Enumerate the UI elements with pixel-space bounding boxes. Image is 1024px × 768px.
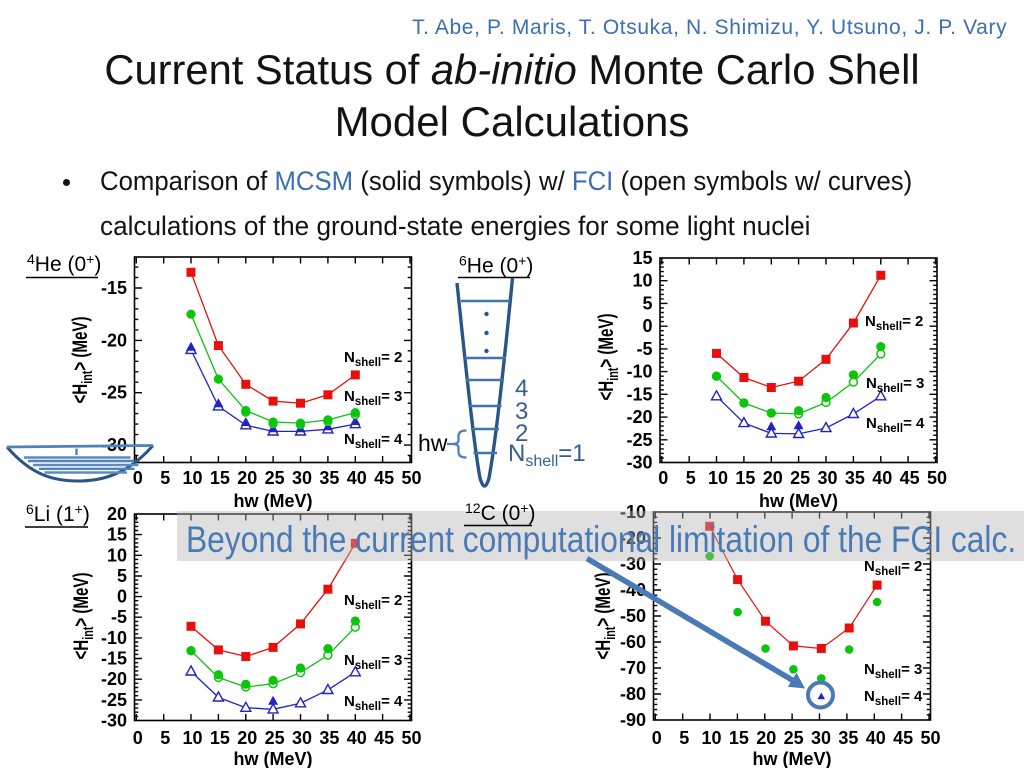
svg-text:0: 0 [133,728,143,748]
svg-text:20: 20 [756,728,776,748]
svg-text:-30: -30 [101,711,127,731]
svg-text:20: 20 [107,504,127,524]
svg-text:15: 15 [729,728,749,748]
svg-text:35: 35 [319,728,339,748]
svg-text:10: 10 [182,728,202,748]
svg-text:10: 10 [701,728,721,748]
svg-text:40: 40 [347,728,367,748]
svg-text:hw (MeV): hw (MeV) [234,491,313,511]
svg-text:-90: -90 [620,710,646,730]
svg-text:-20: -20 [101,669,127,689]
svg-text:10: 10 [632,271,652,291]
svg-text:-20: -20 [620,528,646,548]
svg-text:10: 10 [107,545,127,565]
svg-text:-60: -60 [620,632,646,652]
svg-text:<Hint> (MeV): <Hint> (MeV) [67,316,95,403]
svg-text:-5: -5 [636,339,652,359]
svg-text:35: 35 [845,468,865,488]
svg-text:45: 45 [893,728,913,748]
svg-text:15: 15 [210,468,230,488]
svg-text:25: 25 [790,468,810,488]
svg-text:0: 0 [652,728,662,748]
svg-text:10: 10 [182,468,202,488]
svg-text:30: 30 [292,468,312,488]
svg-text:40: 40 [347,468,367,488]
svg-text:-25: -25 [626,430,652,450]
svg-text:6Li (1+): 6Li (1+) [26,501,90,526]
svg-text:hw: hw [418,430,448,456]
svg-text:<Hint> (MeV): <Hint> (MeV) [590,572,618,659]
svg-text:5: 5 [679,728,689,748]
svg-text:15: 15 [632,248,652,268]
svg-text:<Hint> (MeV): <Hint> (MeV) [593,313,621,400]
svg-text:-20: -20 [101,330,127,350]
svg-text:20: 20 [237,728,257,748]
svg-text:45: 45 [374,468,394,488]
svg-text:-50: -50 [620,606,646,626]
svg-text:25: 25 [784,728,804,748]
svg-text:30: 30 [817,468,837,488]
svg-text:30: 30 [811,728,831,748]
svg-text:30: 30 [292,728,312,748]
svg-text:2: 2 [515,420,528,447]
svg-text:5: 5 [160,728,170,748]
svg-text:45: 45 [900,468,920,488]
svg-text:0: 0 [658,468,668,488]
svg-text:-10: -10 [626,362,652,382]
svg-text:<Hint> (MeV): <Hint> (MeV) [68,572,96,659]
svg-text:hw (MeV): hw (MeV) [234,749,313,768]
svg-text:-70: -70 [620,658,646,678]
svg-text:35: 35 [838,728,858,748]
svg-text:25: 25 [265,468,285,488]
svg-text:-5: -5 [111,607,127,627]
svg-text:-15: -15 [626,384,652,404]
svg-text:5: 5 [686,468,696,488]
svg-text:5: 5 [642,293,652,313]
svg-text:3: 3 [515,398,528,425]
svg-text:5: 5 [117,566,127,586]
svg-text:15: 15 [735,468,755,488]
svg-text:4: 4 [515,375,528,402]
svg-text:-80: -80 [620,684,646,704]
svg-text:12C (0+): 12C (0+) [465,500,535,525]
svg-text:-30: -30 [620,554,646,574]
svg-text:40: 40 [872,468,892,488]
svg-text:50: 50 [927,468,947,488]
svg-text:20: 20 [763,468,783,488]
svg-text:-30: -30 [626,453,652,473]
svg-text:0: 0 [133,468,143,488]
svg-text:-10: -10 [101,628,127,648]
svg-text:45: 45 [374,728,394,748]
svg-text:6He (0+): 6He (0+) [459,253,533,278]
svg-text:0: 0 [117,587,127,607]
svg-text:35: 35 [319,468,339,488]
svg-text:50: 50 [401,468,421,488]
svg-text:Nshell= 3: Nshell= 3 [344,388,402,408]
svg-text:-25: -25 [101,690,127,710]
svg-text:-20: -20 [626,407,652,427]
svg-text:4He (0+): 4He (0+) [27,251,101,276]
svg-text:40: 40 [866,728,886,748]
svg-text:20: 20 [237,468,257,488]
svg-text:-15: -15 [101,649,127,669]
svg-text:5: 5 [160,468,170,488]
svg-text:0: 0 [642,316,652,336]
svg-text:10: 10 [708,468,728,488]
svg-text:50: 50 [401,728,421,748]
svg-text:-15: -15 [101,278,127,298]
svg-text:hw (MeV): hw (MeV) [753,749,832,768]
svg-text:50: 50 [920,728,940,748]
svg-text:15: 15 [107,525,127,545]
svg-text:-25: -25 [101,383,127,403]
svg-text:15: 15 [210,728,230,748]
svg-text:25: 25 [265,728,285,748]
svg-text:hw (MeV): hw (MeV) [759,491,838,511]
svg-text:-10: -10 [620,502,646,522]
